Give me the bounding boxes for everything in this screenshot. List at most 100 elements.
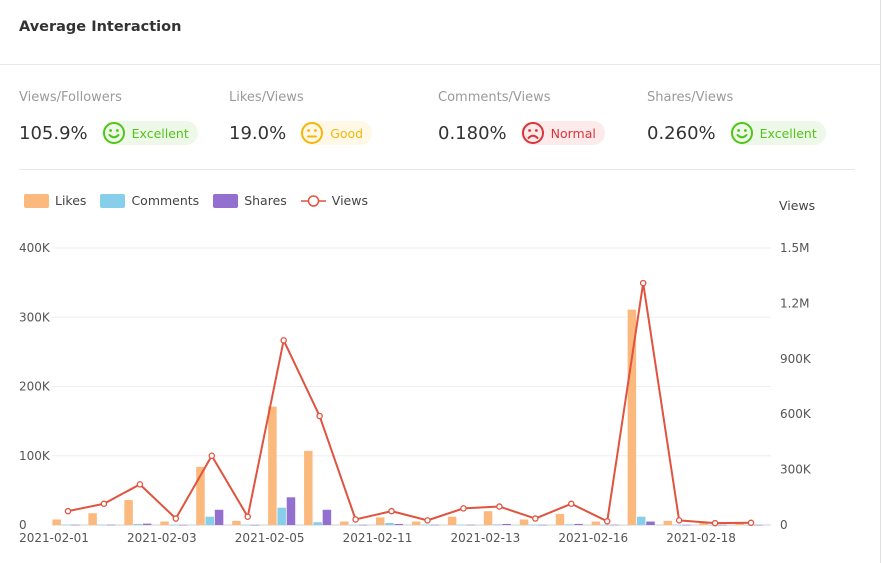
views-point bbox=[747, 519, 755, 527]
bar-likes bbox=[88, 513, 97, 525]
bar-shares bbox=[322, 509, 332, 525]
neutral-icon bbox=[301, 122, 324, 144]
views-point bbox=[208, 452, 216, 459]
bar-likes bbox=[699, 522, 709, 525]
views-point bbox=[424, 517, 431, 524]
y-right-tick-label: 1.5M bbox=[780, 241, 809, 255]
views-point bbox=[388, 507, 395, 515]
views-point bbox=[532, 515, 539, 522]
bar-shares bbox=[358, 524, 368, 526]
bar-comments bbox=[277, 507, 286, 525]
bar-shares bbox=[610, 524, 619, 526]
legend-label: Comments bbox=[131, 193, 200, 208]
metric-shares-views: Shares/Views 0.260% Excellent bbox=[647, 89, 847, 146]
bar-comments bbox=[529, 524, 538, 526]
bar-likes bbox=[52, 519, 61, 525]
views-point bbox=[100, 500, 108, 508]
views-point bbox=[316, 412, 323, 420]
y-left-tick-label: 0 bbox=[19, 518, 27, 532]
y-left-tick-label: 400K bbox=[19, 241, 51, 255]
bar-likes bbox=[519, 519, 529, 525]
rating-badge: Excellent bbox=[101, 121, 198, 145]
bar-shares bbox=[574, 523, 583, 525]
bar-comments bbox=[600, 524, 610, 526]
y-right-tick-label: 900K bbox=[780, 352, 812, 366]
metric-value: 0.260% bbox=[647, 122, 716, 144]
views-point bbox=[136, 481, 144, 488]
bar-comments bbox=[421, 524, 430, 526]
legend-label: Shares bbox=[244, 193, 287, 208]
rating-badge: Normal bbox=[520, 121, 605, 145]
bar-shares bbox=[718, 524, 727, 526]
views-point bbox=[172, 515, 180, 522]
bar-comments bbox=[636, 516, 646, 525]
x-tick-label: 2021-02-11 bbox=[343, 531, 413, 545]
bar-comments bbox=[241, 524, 250, 526]
bar-likes bbox=[411, 521, 421, 525]
views-point bbox=[711, 519, 719, 527]
bar-comments bbox=[457, 524, 466, 526]
bar-comments bbox=[169, 524, 179, 526]
y-right-tick-label: 1.2M bbox=[780, 296, 809, 310]
x-tick-label: 2021-02-13 bbox=[451, 531, 521, 545]
metric-label: Views/Followers bbox=[19, 90, 122, 105]
legend-likes[interactable]: Likes bbox=[24, 193, 86, 208]
x-tick-label: 2021-02-18 bbox=[666, 531, 736, 545]
bar-likes bbox=[483, 511, 493, 525]
views-point bbox=[496, 503, 503, 510]
happy-icon bbox=[102, 122, 125, 144]
legend-comments[interactable]: Comments bbox=[100, 193, 199, 208]
bar-likes bbox=[663, 520, 673, 525]
bar-shares bbox=[250, 524, 260, 526]
y-right-tick-label: 300K bbox=[780, 463, 812, 477]
rating-badge: Good bbox=[300, 121, 373, 145]
legend-views[interactable]: Views bbox=[300, 193, 368, 208]
metric-views-followers: Views/Followers 105.9% Excellent bbox=[19, 89, 219, 146]
y-right-tick-label: 600K bbox=[780, 407, 812, 421]
bar-shares bbox=[142, 523, 152, 525]
bar-shares bbox=[286, 497, 296, 525]
bar-likes bbox=[268, 406, 277, 525]
bar-likes bbox=[196, 466, 205, 525]
bar-comments bbox=[672, 524, 682, 526]
bar-likes bbox=[304, 450, 313, 525]
card-right-border bbox=[880, 0, 881, 563]
views-point bbox=[603, 518, 611, 525]
bar-likes bbox=[160, 521, 169, 525]
bar-shares bbox=[646, 521, 655, 525]
rating-text: Normal bbox=[550, 125, 596, 141]
y-left-tick-label: 100K bbox=[19, 449, 51, 463]
right-axis-title: Views bbox=[779, 198, 816, 213]
metric-likes-views: Likes/Views 19.0% Good bbox=[229, 89, 429, 146]
bar-likes bbox=[232, 520, 241, 525]
x-tick-label: 2021-02-16 bbox=[558, 531, 628, 545]
x-tick-label: 2021-02-05 bbox=[235, 531, 305, 545]
legend-line-swatch bbox=[300, 194, 326, 207]
bar-shares bbox=[466, 524, 475, 526]
bar-shares bbox=[430, 524, 440, 526]
bar-shares bbox=[394, 523, 404, 525]
chart-legend: Likes Comments Shares Views bbox=[24, 193, 382, 208]
metric-value: 0.180% bbox=[438, 122, 507, 144]
card-header: Average Interaction bbox=[0, 0, 880, 65]
metric-label: Likes/Views bbox=[229, 90, 304, 105]
views-point bbox=[568, 500, 575, 508]
legend-swatch bbox=[24, 193, 49, 208]
rating-text: Excellent bbox=[131, 125, 189, 141]
bar-shares bbox=[682, 524, 691, 526]
bar-likes bbox=[375, 517, 385, 525]
legend-label: Likes bbox=[55, 193, 87, 208]
bar-comments bbox=[565, 524, 574, 525]
bar-comments bbox=[349, 524, 358, 526]
bar-shares bbox=[106, 524, 116, 526]
metric-label: Comments/Views bbox=[438, 90, 551, 105]
rating-badge: Excellent bbox=[729, 121, 826, 145]
bar-shares bbox=[214, 509, 224, 525]
legend-shares[interactable]: Shares bbox=[213, 193, 287, 208]
bar-shares bbox=[178, 524, 188, 526]
sad-icon bbox=[521, 122, 544, 144]
legend-swatch bbox=[100, 193, 126, 208]
bar-likes bbox=[340, 521, 349, 525]
views-point bbox=[244, 513, 251, 520]
bar-comments bbox=[205, 516, 215, 525]
